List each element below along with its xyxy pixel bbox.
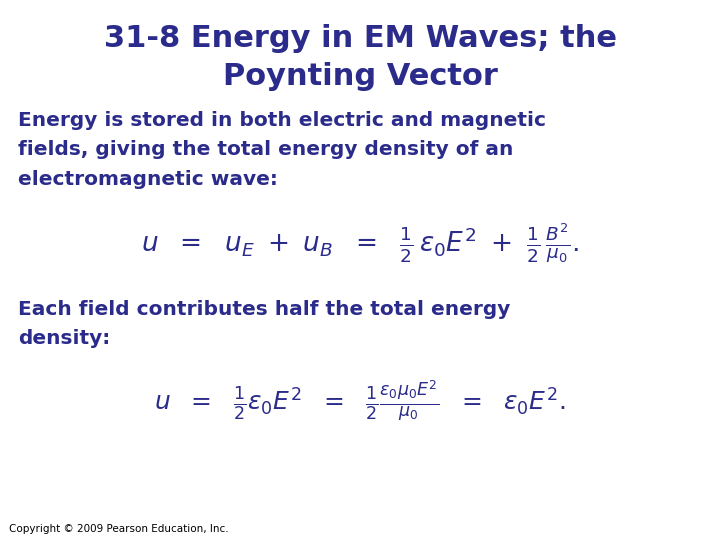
Text: Copyright © 2009 Pearson Education, Inc.: Copyright © 2009 Pearson Education, Inc. [9, 523, 228, 534]
Text: Each field contributes half the total energy: Each field contributes half the total en… [18, 300, 510, 319]
Text: density:: density: [18, 329, 110, 348]
Text: electromagnetic wave:: electromagnetic wave: [18, 170, 278, 189]
Text: fields, giving the total energy density of an: fields, giving the total energy density … [18, 140, 513, 159]
Text: $u\ \ =\ \ \frac{1}{2}\epsilon_0 E^2\ \ =\ \ \frac{1}{2}\frac{\epsilon_0\mu_0 E^: $u\ \ =\ \ \frac{1}{2}\epsilon_0 E^2\ \ … [154, 378, 566, 424]
Text: Poynting Vector: Poynting Vector [222, 62, 498, 91]
Text: Energy is stored in both electric and magnetic: Energy is stored in both electric and ma… [18, 111, 546, 130]
Text: 31-8 Energy in EM Waves; the: 31-8 Energy in EM Waves; the [104, 24, 616, 53]
Text: $u\ \ =\ \ u_E\ +\ u_B\ \ =\ \ \frac{1}{2}\,\epsilon_0 E^2\ +\ \frac{1}{2}\,\fra: $u\ \ =\ \ u_E\ +\ u_B\ \ =\ \ \frac{1}{… [141, 221, 579, 265]
